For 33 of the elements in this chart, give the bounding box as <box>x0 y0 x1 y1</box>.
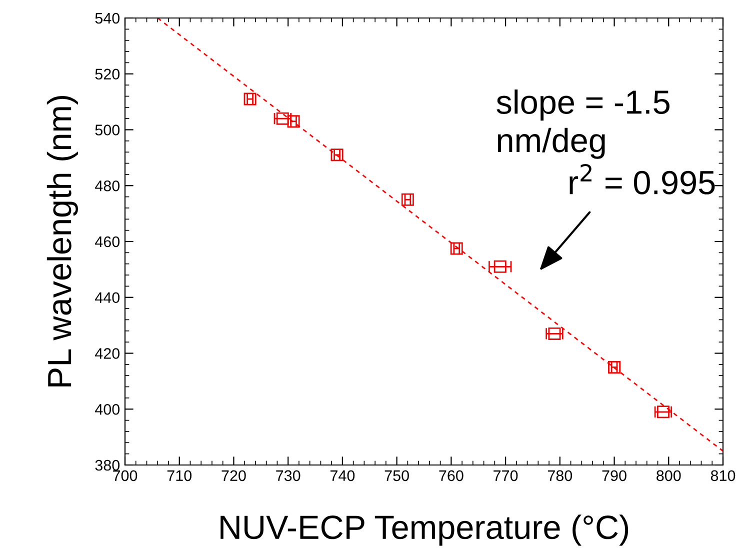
x-tick-label: 740 <box>330 470 355 482</box>
x-tick-label: 780 <box>548 470 572 482</box>
x-tick-label: 770 <box>494 470 518 482</box>
point <box>494 260 506 273</box>
y-tick-label: 440 <box>95 292 120 304</box>
x-tick-label: 710 <box>167 470 192 482</box>
x-tick-label: 750 <box>384 470 409 482</box>
point <box>450 242 463 255</box>
x-tick-label: 760 <box>439 470 464 482</box>
y-tick-label: 520 <box>95 68 120 80</box>
y-tick-label: 460 <box>95 236 120 248</box>
annotation: slope = -1.5 nm/deg <box>496 90 670 159</box>
x-tick-label: 700 <box>113 470 138 482</box>
y-tick-label: 480 <box>95 180 120 192</box>
point <box>656 406 670 418</box>
point <box>401 193 414 206</box>
point <box>608 360 621 374</box>
y-tick-label: 380 <box>95 460 120 471</box>
y-tick-label: 500 <box>95 124 120 136</box>
y-tick-label: 540 <box>95 12 120 24</box>
point <box>244 92 256 106</box>
x-tick-label: 720 <box>222 470 246 482</box>
point <box>548 327 561 340</box>
x-axis-title: NUV-ECP Temperature (°C) <box>220 514 628 546</box>
y-axis-title: PL wavelength (nm) <box>46 96 78 386</box>
annotation: r$^{2}$ = 0.995 <box>570 164 715 194</box>
x-tick-label: 790 <box>602 470 626 482</box>
x-tick-label: 810 <box>710 470 736 482</box>
y-tick-label: 400 <box>95 404 120 415</box>
point <box>330 148 344 162</box>
x-tick-label: 800 <box>656 470 681 482</box>
y-tick-label: 420 <box>95 348 120 359</box>
x-tick-label: 730 <box>276 470 300 482</box>
